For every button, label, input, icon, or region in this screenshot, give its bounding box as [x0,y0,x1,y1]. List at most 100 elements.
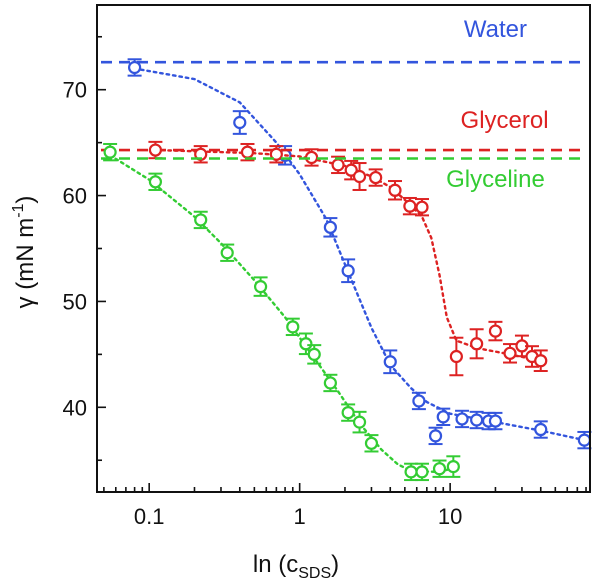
water-data-point [341,258,356,284]
glycerol-data-point [331,155,346,175]
y-tick-label: 60 [63,184,87,209]
y-tick-label: 50 [63,289,87,314]
glyceline-marker [415,465,429,479]
glycerol-data-point [269,145,284,164]
glycerol-data-point [368,168,383,187]
glyceline-data-point [253,276,268,297]
y-tick-label: 40 [63,395,87,420]
series-glyceline: Glyceline [101,142,586,482]
glycerol-marker [148,143,163,157]
y-axis-title-main: γ (mN m [12,218,39,309]
x-axis-title-main: ln (c [253,551,298,578]
glyceline-marker [341,405,355,420]
x-axis: 0.1 1 10 [103,483,587,529]
glyceline-marker [253,280,268,294]
glyceline-data-point [352,410,367,434]
x-axis-title: ln (cSDS) [253,551,339,582]
glycerol-data-point [414,198,429,217]
water-marker [128,60,142,75]
x-axis-title-end: ) [331,551,339,578]
glycerol-marker [449,349,463,364]
glycerol-marker [369,170,383,185]
glycerol-label: Glycerol [461,107,549,134]
x-tick-label: 0.1 [134,504,165,529]
glyceline-data-point [103,142,118,162]
glycerol-marker [388,183,402,197]
glycerol-data-point [488,320,503,342]
glycerol-data-point [344,159,359,181]
glycerol-data-point [387,180,402,201]
water-data-point [428,426,443,446]
glyceline-data-point [148,172,163,191]
glycerol-data-point [469,328,484,360]
water-marker [455,412,469,426]
glyceline-data-point [285,317,300,337]
water-marker [436,410,450,424]
water-marker [577,433,591,447]
glyceline-marker [194,213,208,227]
glycerol-marker [240,145,255,159]
water-data-point [436,407,451,427]
x-tick-label: 1 [294,504,306,529]
glyceline-marker [103,145,117,159]
glyceline-label: Glyceline [446,166,545,193]
glyceline-data-point [298,332,313,356]
water-label: Water [464,16,527,43]
glycerol-data-point [402,196,417,216]
glycerol-marker [470,337,484,351]
x-tick-label: 10 [438,504,462,529]
water-data-point [127,58,142,77]
glyceline-data-point [220,243,235,262]
water-marker [341,264,355,278]
glyceline-data-point [446,455,461,478]
y-axis: 40 50 60 70 [63,35,106,462]
glyceline-data-point [193,210,208,230]
glyceline-fit-curve [108,154,455,474]
glyceline-marker [286,320,300,334]
glyceline-marker [323,376,337,390]
glycerol-marker [503,346,517,360]
water-data-point [323,217,338,238]
glyceline-marker [299,337,313,351]
series-water: Water [101,16,592,450]
water-marker [412,394,426,408]
glycerol-data-point [148,140,163,160]
glyceline-marker [307,347,321,361]
glyceline-marker [148,175,163,189]
glycerol-marker [488,324,503,338]
glyceline-marker [220,246,234,260]
glyceline-marker [404,465,418,479]
glyceline-marker [364,436,379,450]
glyceline-data-point [323,373,338,393]
glyceline-marker [352,415,367,429]
glyceline-marker [446,459,460,474]
y-axis-title-superscript: -1 [10,203,27,217]
water-marker [323,220,337,234]
series-glycerol: Glycerol [101,107,586,377]
glyceline-marker [432,462,447,476]
water-marker [470,413,484,427]
glyceline-data-point [414,462,429,482]
glycerol-data-point [193,145,208,164]
glycerol-fit-curve [154,148,542,362]
glycerol-data-point [503,343,518,364]
water-marker [383,355,397,369]
glycerol-marker [344,163,358,177]
glycerol-data-point [514,334,529,358]
glycerol-data-point [449,336,464,377]
glycerol-marker [352,169,367,184]
water-data-point [455,409,470,429]
glyceline-data-point [307,344,322,365]
glyceline-data-point [364,434,379,453]
glycerol-data-point [352,162,367,191]
water-data-point [488,411,503,431]
water-marker [488,414,503,428]
glycerol-marker [415,200,429,214]
glycerol-marker [331,158,345,172]
glyceline-data-point [432,459,447,478]
plot-area: Water Glycerol Glyceline [101,16,592,482]
x-axis-title-subscript: SDS [298,565,331,582]
water-data-point [383,349,398,375]
water-marker [534,422,548,437]
